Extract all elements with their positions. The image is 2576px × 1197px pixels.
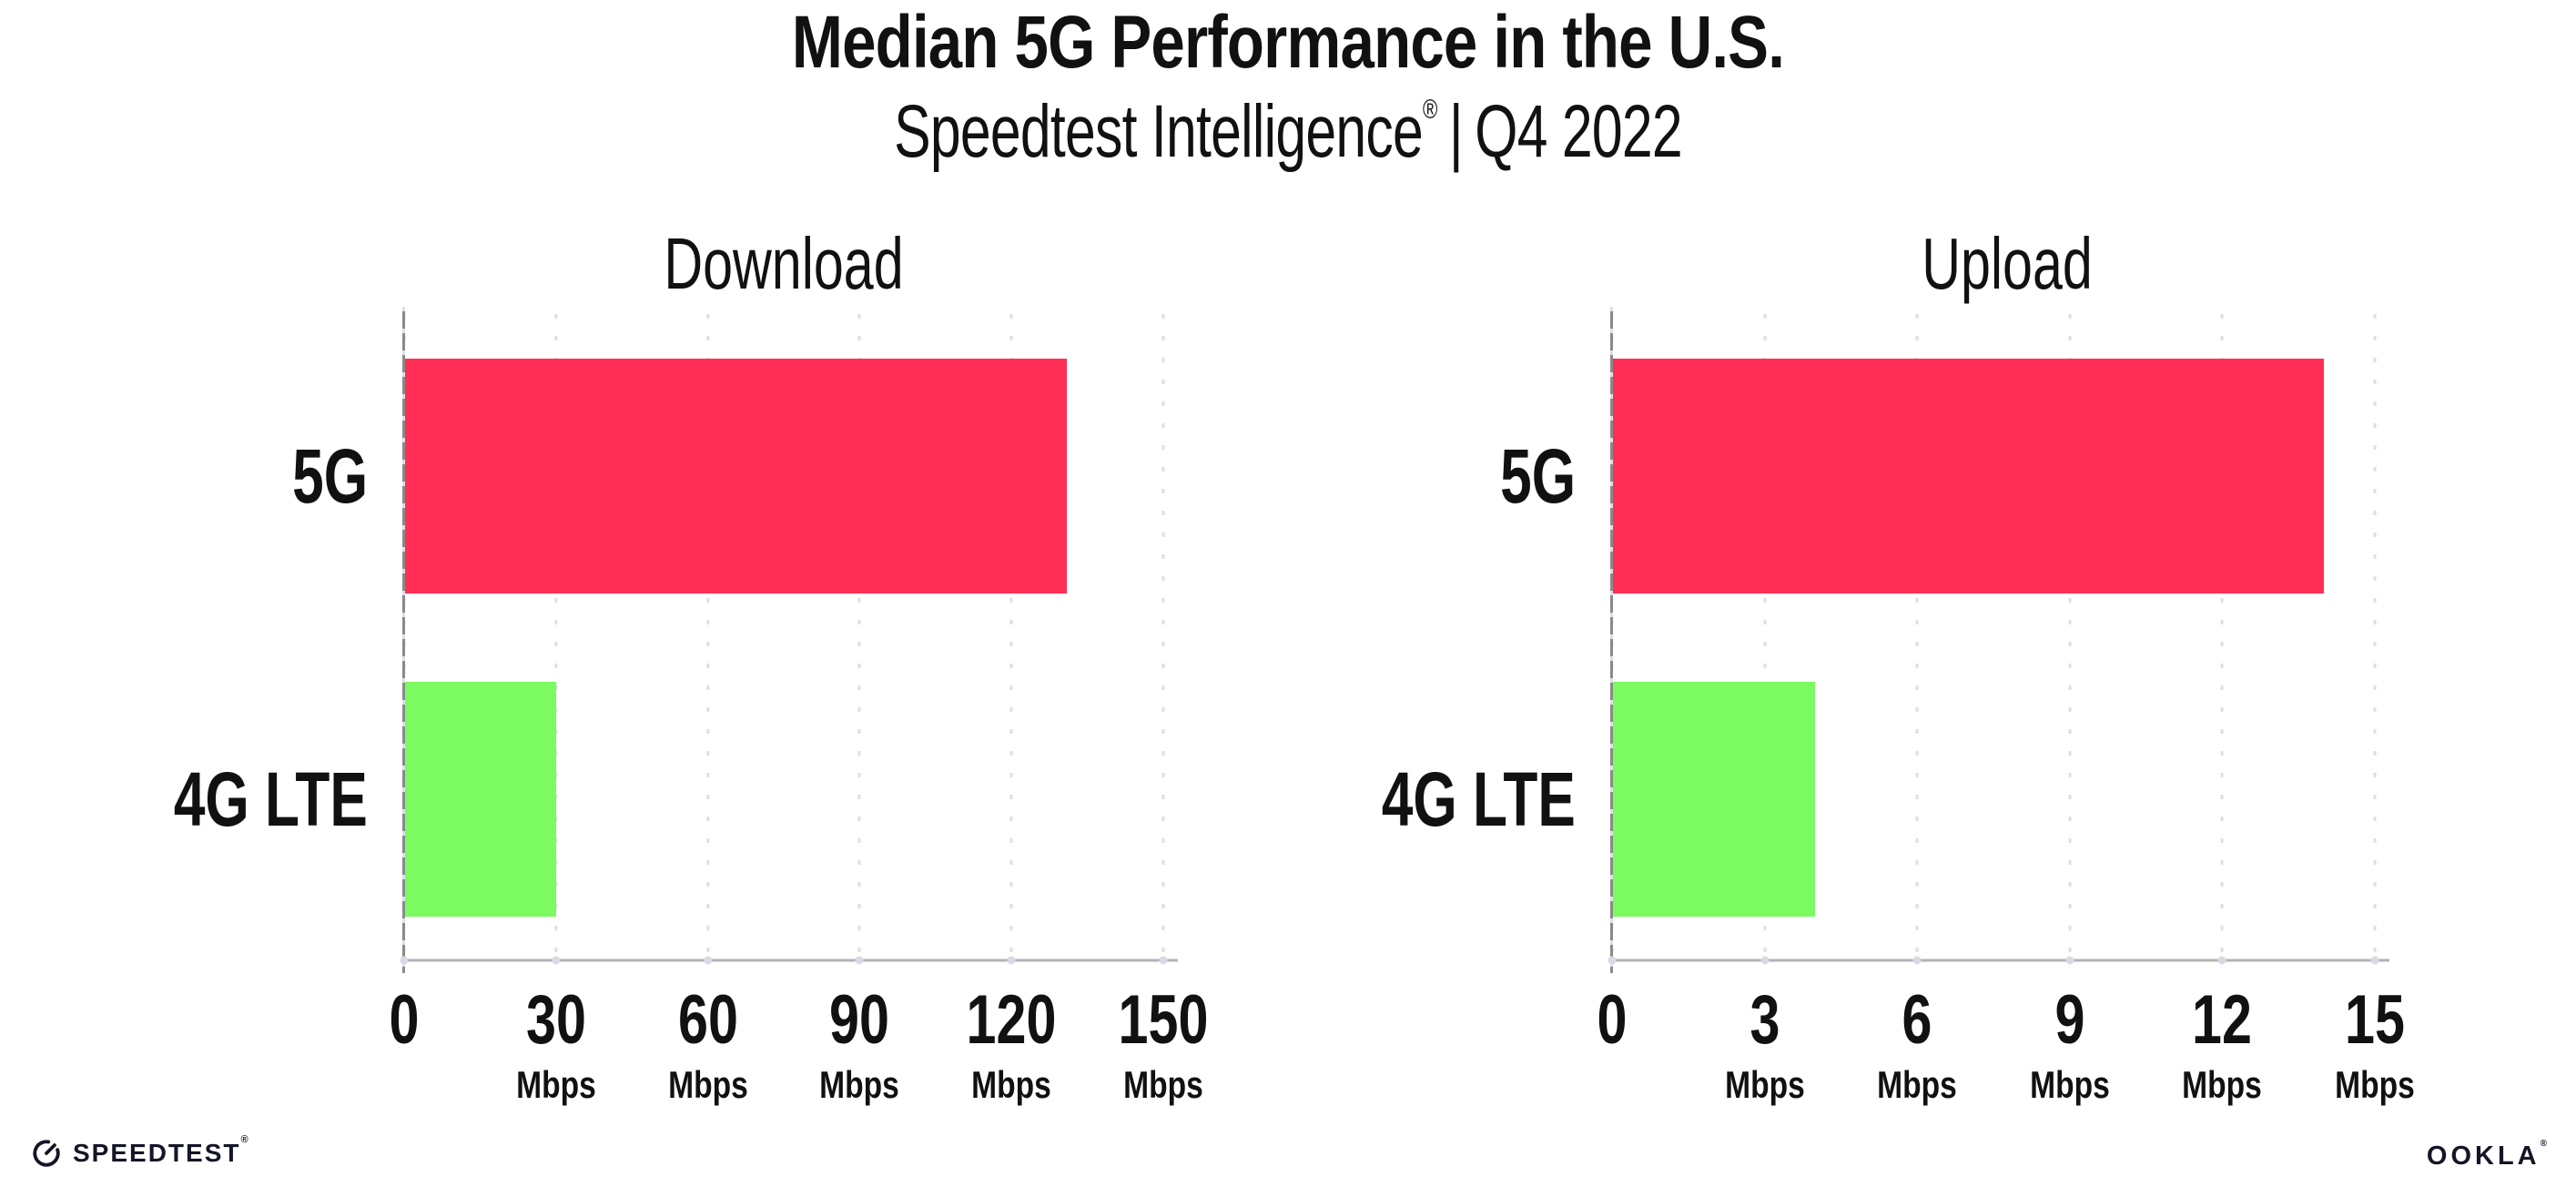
axis-tick-dot — [1760, 956, 1770, 965]
ookla-logo: OOKLA® — [2426, 1140, 2547, 1171]
x-tick-label: 9 Mbps — [2020, 986, 2120, 1104]
download-y-axis-line — [402, 307, 405, 973]
category-label-4g-lte: 4G LTE — [1382, 756, 1576, 842]
x-tick-value: 15 — [2345, 981, 2405, 1059]
x-tick-label: 0 — [385, 986, 423, 1055]
x-tick-label: 3 Mbps — [1715, 986, 1815, 1104]
x-tick-value: 60 — [677, 981, 738, 1059]
axis-tick-dot — [2370, 956, 2379, 965]
axis-tick-dot — [2065, 956, 2074, 965]
x-tick-unit: Mbps — [1724, 1063, 1805, 1106]
subtitle-brand: Speedtest Intelligence — [894, 90, 1424, 173]
speedtest-gauge-icon — [33, 1140, 60, 1167]
x-tick-value: 150 — [1118, 981, 1209, 1059]
upload-plot: 0 3 Mbps 6 Mbps 9 Mbps 12 Mbps 15 Mbps 5G 4G LTE — [1382, 307, 2415, 1104]
x-tick-unit: Mbps — [971, 1063, 1052, 1106]
bar-4g-lte — [1612, 681, 1816, 917]
upload-x-axis-line — [1610, 959, 2389, 962]
x-tick-value: 30 — [525, 981, 586, 1059]
axis-tick-dot — [552, 956, 561, 965]
x-tick-unit: Mbps — [1877, 1063, 1958, 1106]
gridline — [1915, 314, 1919, 960]
subtitle-period: Q4 2022 — [1475, 90, 1682, 173]
gridline — [2068, 314, 2072, 960]
axis-tick-dot — [2217, 956, 2226, 965]
category-label-5g: 5G — [292, 432, 368, 519]
gridline — [857, 314, 861, 960]
x-tick-value: 3 — [1749, 981, 1780, 1059]
gridline — [2220, 314, 2224, 960]
x-tick-unit: Mbps — [2029, 1063, 2110, 1106]
x-tick-value: 90 — [829, 981, 890, 1059]
axis-tick-dot — [1159, 956, 1168, 965]
x-tick-unit: Mbps — [2335, 1063, 2415, 1106]
axis-tick-dot — [855, 956, 864, 965]
speedtest-logo: SPEEDTEST® — [31, 1135, 250, 1169]
gridline — [1009, 314, 1013, 960]
gridline — [554, 314, 558, 960]
gridline — [706, 314, 710, 960]
speedtest-wordmark: SPEEDTEST® — [73, 1135, 250, 1167]
ookla-registered-icon: ® — [2540, 1139, 2547, 1149]
bar-5g — [404, 358, 1068, 593]
x-tick-unit: Mbps — [819, 1063, 900, 1106]
x-tick-label: 12 Mbps — [2173, 986, 2273, 1104]
download-x-axis-line — [402, 959, 1178, 962]
x-tick-label: 6 Mbps — [1867, 986, 1967, 1104]
axis-tick-dot — [1007, 956, 1016, 965]
page-subtitle: Speedtest Intelligence® | Q4 2022 — [335, 95, 2241, 169]
category-label-5g: 5G — [1500, 432, 1576, 519]
x-tick-unit: Mbps — [515, 1063, 596, 1106]
x-tick-label: 0 — [1593, 986, 1631, 1055]
axis-tick-dot — [400, 956, 409, 965]
download-plot: 0 30 Mbps 60 Mbps 90 Mbps 120 Mbps 150 Mbps 5G 4G LT… — [174, 307, 1208, 1104]
speedtest-registered-icon: ® — [240, 1134, 250, 1145]
x-tick-value: 0 — [1597, 981, 1628, 1059]
registered-trademark-icon: ® — [1422, 95, 1437, 125]
x-tick-value: 12 — [2192, 981, 2253, 1059]
x-tick-unit: Mbps — [667, 1063, 748, 1106]
subtitle-separator: | — [1448, 90, 1464, 173]
upload-y-axis-line — [1610, 307, 1613, 973]
x-tick-unit: Mbps — [1123, 1063, 1203, 1106]
axis-tick-dot — [704, 956, 713, 965]
x-tick-label: 60 Mbps — [658, 986, 758, 1104]
axis-tick-dot — [1912, 956, 1922, 965]
gridline — [1161, 314, 1165, 960]
x-tick-value: 9 — [2054, 981, 2085, 1059]
bar-5g — [1612, 358, 2325, 593]
x-tick-label: 15 Mbps — [2325, 986, 2425, 1104]
x-tick-label: 120 Mbps — [954, 986, 1070, 1104]
axis-tick-dot — [1607, 956, 1617, 965]
x-tick-label: 90 Mbps — [810, 986, 910, 1104]
x-tick-label: 150 Mbps — [1106, 986, 1222, 1104]
x-tick-value: 6 — [1902, 981, 1932, 1059]
gridline — [1763, 314, 1767, 960]
x-tick-value: 120 — [966, 981, 1057, 1059]
x-tick-value: 0 — [389, 981, 420, 1059]
category-label-4g-lte: 4G LTE — [174, 756, 368, 842]
x-tick-unit: Mbps — [2182, 1063, 2263, 1106]
download-chart-title: Download — [664, 223, 904, 304]
upload-chart-title: Upload — [1922, 223, 2093, 304]
speedtest-wordmark-text: SPEEDTEST — [73, 1139, 241, 1167]
gridline — [2373, 314, 2377, 960]
page-title: Median 5G Performance in the U.S. — [791, 1, 1785, 84]
x-tick-label: 30 Mbps — [506, 986, 606, 1104]
ookla-wordmark-text: OOKLA — [2426, 1141, 2541, 1171]
bar-4g-lte — [404, 681, 556, 917]
